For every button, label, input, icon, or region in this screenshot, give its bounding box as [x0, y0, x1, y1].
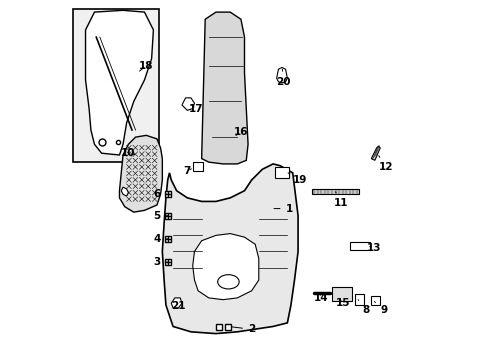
PathPatch shape [121, 187, 128, 196]
Text: 14: 14 [313, 293, 328, 303]
PathPatch shape [370, 146, 380, 160]
Text: 9: 9 [374, 302, 386, 315]
Text: 17: 17 [188, 104, 203, 113]
Bar [331, 287, 351, 301]
Bar [370, 296, 380, 305]
Text: 10: 10 [121, 148, 135, 158]
Bar [312, 189, 358, 194]
Text: 5: 5 [153, 211, 167, 221]
Ellipse shape [217, 275, 239, 289]
Text: 6: 6 [153, 189, 167, 199]
Text: 8: 8 [357, 300, 369, 315]
Text: 4: 4 [153, 234, 167, 244]
Text: 3: 3 [153, 257, 167, 267]
Text: 1: 1 [273, 203, 292, 213]
Text: 12: 12 [378, 156, 392, 172]
Text: 7: 7 [183, 166, 191, 176]
PathPatch shape [171, 298, 182, 308]
PathPatch shape [192, 234, 258, 300]
Text: 15: 15 [335, 298, 349, 308]
PathPatch shape [119, 135, 162, 212]
Text: 21: 21 [171, 301, 185, 311]
PathPatch shape [162, 164, 298, 334]
Text: 18: 18 [139, 61, 153, 71]
Text: 2: 2 [231, 324, 255, 334]
Text: 19: 19 [287, 173, 306, 185]
Text: 13: 13 [366, 243, 380, 253]
PathPatch shape [276, 67, 287, 83]
PathPatch shape [201, 12, 247, 164]
Bar [349, 242, 369, 249]
Text: 20: 20 [276, 69, 290, 87]
Text: 11: 11 [333, 192, 347, 208]
Bar [274, 167, 288, 178]
Bar [192, 162, 203, 171]
PathPatch shape [182, 98, 194, 111]
PathPatch shape [85, 10, 153, 155]
Bar [73, 9, 159, 162]
Bar [354, 294, 364, 305]
Text: 16: 16 [233, 127, 248, 137]
